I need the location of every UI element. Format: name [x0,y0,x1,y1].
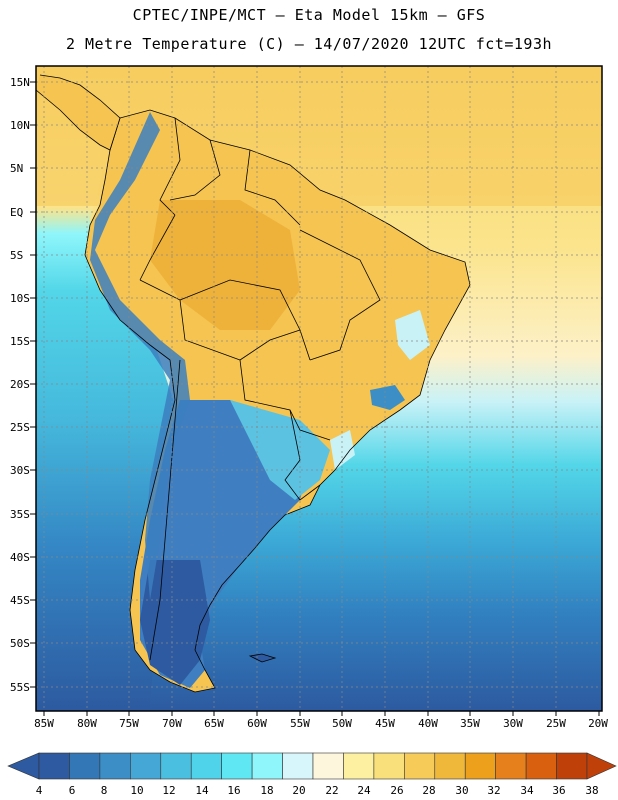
colorbar-swatch [251,752,283,780]
andes-ridge [90,112,190,600]
colorbar-swatch [69,752,101,780]
lon-label: 65W [204,717,224,730]
map-title-line2: 2 Metre Temperature (C) – 14/07/2020 12U… [65,35,553,53]
tick-marks [30,81,600,716]
highlands-cool-patch [370,385,405,410]
colorbar-label: 20 [292,784,306,797]
colorbar-label: 14 [195,784,209,797]
colorbar-swatch [373,752,405,780]
lon-label: 55W [290,717,310,730]
lat-label: 15N [10,76,30,89]
lat-label: 25S [10,421,30,434]
lat-label: 35S [10,508,30,521]
colorbar-swatch [130,752,162,780]
lon-label: 40W [418,717,438,730]
colorbar-right-arrow [586,752,617,780]
colorbar-label: 10 [130,784,144,797]
colorbar-swatch [99,752,131,780]
colorbar-swatch [434,752,466,780]
colorbar-swatch [38,752,70,780]
colorbar-swatch [221,752,253,780]
colorbar-label: 32 [487,784,501,797]
lon-label: 30W [503,717,523,730]
lat-label: 30S [10,464,30,477]
colorbar-label: 22 [325,784,339,797]
lon-label: 85W [34,717,54,730]
colorbar-label: 4 [35,784,43,797]
falkland-islands [248,653,277,663]
colorbar-label: 18 [260,784,274,797]
lat-label: 40S [10,551,30,564]
colorbar-swatch [190,752,222,780]
colorbar-swatch [525,752,557,780]
colorbar-label: 30 [455,784,469,797]
lat-label: 55S [10,681,30,694]
lat-label: 50S [10,637,30,650]
pampas-mid [230,400,330,500]
colorbar-label: 26 [390,784,404,797]
colorbar-swatch [160,752,192,780]
colorbar-swatch [556,752,588,780]
colorbar [7,752,617,780]
lon-label: 80W [77,717,97,730]
colorbar-label: 38 [585,784,599,797]
colorbar-label: 24 [357,784,371,797]
lon-label: 20W [588,717,608,730]
highlands-light-patch [395,310,430,360]
colorbar-label: 12 [162,784,176,797]
colorbar-label: 16 [227,784,241,797]
central-america-outline [36,74,121,151]
lon-label: 70W [162,717,182,730]
colorbar-left-arrow [7,752,40,780]
colorbar-label: 36 [552,784,566,797]
country-borders [84,109,471,693]
lon-label: 45W [375,717,395,730]
colorbar-label: 6 [68,784,76,797]
lon-label: 25W [546,717,566,730]
lon-label: 60W [247,717,267,730]
lat-label: 5S [10,249,24,262]
colorbar-swatch [495,752,527,780]
gridlines [36,66,602,711]
colorbar-swatch [312,752,344,780]
southeast-light-patch [330,430,355,470]
map-title-line1: CPTEC/INPE/MCT – Eta Model 15km – GFS [132,6,486,24]
colorbar-swatch [343,752,375,780]
lat-label: 10S [10,292,30,305]
lat-label: 15S [10,335,30,348]
lon-label: 35W [460,717,480,730]
lon-label: 75W [119,717,139,730]
colorbar-swatch [282,752,314,780]
colorbar-label: 34 [520,784,534,797]
patagonia-cold [140,560,210,685]
lat-label: 45S [10,594,30,607]
lon-label: 50W [332,717,352,730]
colorbar-label: 8 [100,784,108,797]
amazon-hot-region [150,200,300,330]
lat-label: 20S [10,378,30,391]
colorbar-swatch [404,752,436,780]
colorbar-label: 28 [422,784,436,797]
lat-label: 10N [10,119,30,132]
map-frame [35,65,603,712]
colorbar-swatch [464,752,496,780]
lat-label: EQ [10,206,24,219]
lat-label: 5N [10,162,24,175]
